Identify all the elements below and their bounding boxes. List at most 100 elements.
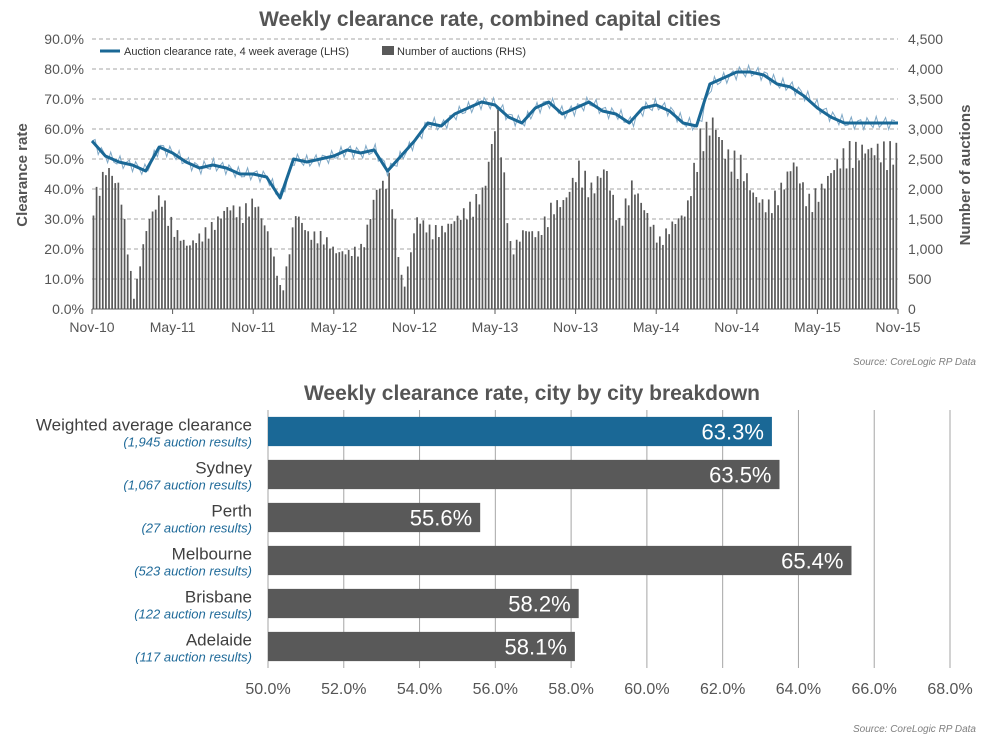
auction-bar bbox=[291, 227, 294, 309]
auction-bar bbox=[873, 155, 876, 309]
auction-bar bbox=[201, 241, 204, 309]
auction-bar bbox=[95, 186, 98, 309]
auction-bar bbox=[609, 190, 611, 309]
auction-bar bbox=[730, 171, 733, 309]
auction-bar bbox=[845, 168, 848, 309]
bottom-x-tick-label: 54.0% bbox=[397, 681, 442, 698]
auction-bar bbox=[329, 248, 331, 309]
auction-bar bbox=[733, 150, 736, 309]
auction-bar bbox=[319, 231, 322, 309]
auction-bar bbox=[746, 173, 748, 309]
auction-bar bbox=[179, 240, 182, 309]
auction-bar bbox=[624, 198, 627, 309]
x-tick-label: Nov-15 bbox=[875, 319, 920, 335]
bottom-x-ticks: 50.0% 52.0% 54.0% 56.0% 58.0% 60.0% 62.0% 64.0%… bbox=[245, 681, 972, 698]
auction-bar bbox=[260, 218, 263, 309]
auction-bar bbox=[534, 237, 537, 309]
auction-bar bbox=[749, 190, 751, 309]
auction-bar bbox=[450, 223, 453, 309]
auction-bar bbox=[466, 219, 468, 309]
auction-bar bbox=[827, 175, 829, 309]
auction-bar bbox=[708, 135, 711, 309]
left-tick-label: 80.0% bbox=[44, 61, 84, 77]
x-tick-label: Nov-12 bbox=[392, 319, 437, 335]
auction-bar bbox=[410, 252, 412, 309]
auction-bar bbox=[332, 246, 334, 309]
auction-bar bbox=[108, 168, 110, 309]
left-tick-label: 20.0% bbox=[44, 241, 84, 257]
auction-bar bbox=[438, 237, 440, 309]
auction-bar bbox=[226, 207, 229, 309]
left-tick-label: 30.0% bbox=[44, 211, 84, 227]
auction-bar bbox=[606, 171, 608, 309]
auction-bar bbox=[823, 188, 826, 309]
auction-bar bbox=[543, 216, 546, 309]
auction-bar bbox=[123, 218, 126, 309]
auction-bar bbox=[419, 223, 422, 309]
auction-bar bbox=[515, 239, 518, 309]
auction-bar bbox=[861, 144, 863, 309]
right-tick-label: 2,500 bbox=[908, 151, 943, 167]
auction-bar bbox=[294, 216, 297, 309]
auction-bar bbox=[341, 251, 344, 309]
auction-bar bbox=[655, 242, 658, 309]
auction-bar bbox=[251, 198, 254, 309]
auction-bar bbox=[484, 185, 487, 309]
auction-bar bbox=[811, 212, 814, 309]
right-tick-label: 3,000 bbox=[908, 121, 943, 137]
x-tick-label: Nov-14 bbox=[714, 319, 759, 335]
legend-bar-label: Number of auctions (RHS) bbox=[397, 46, 526, 58]
top-chart-title: Weekly clearance rate, combined capital … bbox=[259, 8, 721, 31]
auction-bar bbox=[497, 106, 499, 309]
auction-bar bbox=[494, 131, 496, 309]
auction-bar bbox=[677, 218, 680, 309]
auction-bar bbox=[662, 244, 664, 309]
auction-bar bbox=[649, 226, 652, 309]
x-tick-label: May-11 bbox=[150, 319, 196, 335]
auction-bar bbox=[833, 170, 835, 309]
city-bar-value: 58.1% bbox=[505, 635, 567, 660]
auction-bar bbox=[213, 229, 216, 309]
auction-bar bbox=[173, 236, 176, 309]
auction-bar bbox=[117, 182, 120, 309]
auction-bar bbox=[686, 200, 689, 309]
city-bar-value: 65.4% bbox=[781, 549, 843, 574]
auction-bar bbox=[129, 270, 132, 309]
city-name-label: Adelaide bbox=[186, 631, 252, 650]
bottom-gridlines bbox=[267, 410, 951, 668]
auction-bar bbox=[154, 209, 157, 309]
bottom-chart-title: Weekly clearance rate, city by city brea… bbox=[304, 382, 760, 405]
auction-bar bbox=[297, 216, 300, 309]
auction-bar bbox=[743, 181, 745, 309]
auction-bar bbox=[618, 217, 621, 309]
auction-bar bbox=[540, 235, 543, 309]
city-auction-count: (1,067 auction results) bbox=[123, 478, 252, 493]
auction-bar bbox=[634, 194, 636, 309]
auction-bar bbox=[864, 153, 867, 309]
auction-bar bbox=[805, 206, 807, 309]
x-axis-ticks: Nov-10 May-11 Nov-11 May-12 Nov-12 May-13 Nov-… bbox=[69, 309, 921, 335]
auction-bar bbox=[574, 182, 577, 309]
city-bar bbox=[268, 459, 780, 490]
city-bar bbox=[268, 631, 575, 662]
city-bar bbox=[268, 545, 852, 576]
auction-bar bbox=[241, 223, 244, 309]
auction-bar bbox=[668, 234, 671, 309]
left-axis-ticks: 0.0% 10.0% 20.0% 30.0% 40.0% 50.0% 60.0% 70.0% 8… bbox=[44, 31, 84, 317]
auction-bar bbox=[758, 202, 761, 309]
auction-bar bbox=[232, 205, 235, 309]
right-tick-label: 4,500 bbox=[908, 31, 943, 47]
auction-bar bbox=[453, 221, 456, 309]
auction-bar bbox=[652, 224, 655, 309]
auction-bar bbox=[612, 194, 615, 309]
bottom-x-tick-label: 50.0% bbox=[245, 681, 290, 698]
auction-bar bbox=[736, 178, 739, 309]
auction-bar bbox=[235, 217, 238, 309]
auction-bar bbox=[189, 245, 191, 309]
auction-bar bbox=[792, 162, 795, 309]
auction-bar bbox=[400, 274, 403, 309]
auction-bar bbox=[665, 228, 667, 309]
auction-bar bbox=[593, 193, 596, 309]
auction-bar bbox=[696, 171, 699, 309]
left-axis-title: Clearance rate bbox=[14, 123, 31, 226]
